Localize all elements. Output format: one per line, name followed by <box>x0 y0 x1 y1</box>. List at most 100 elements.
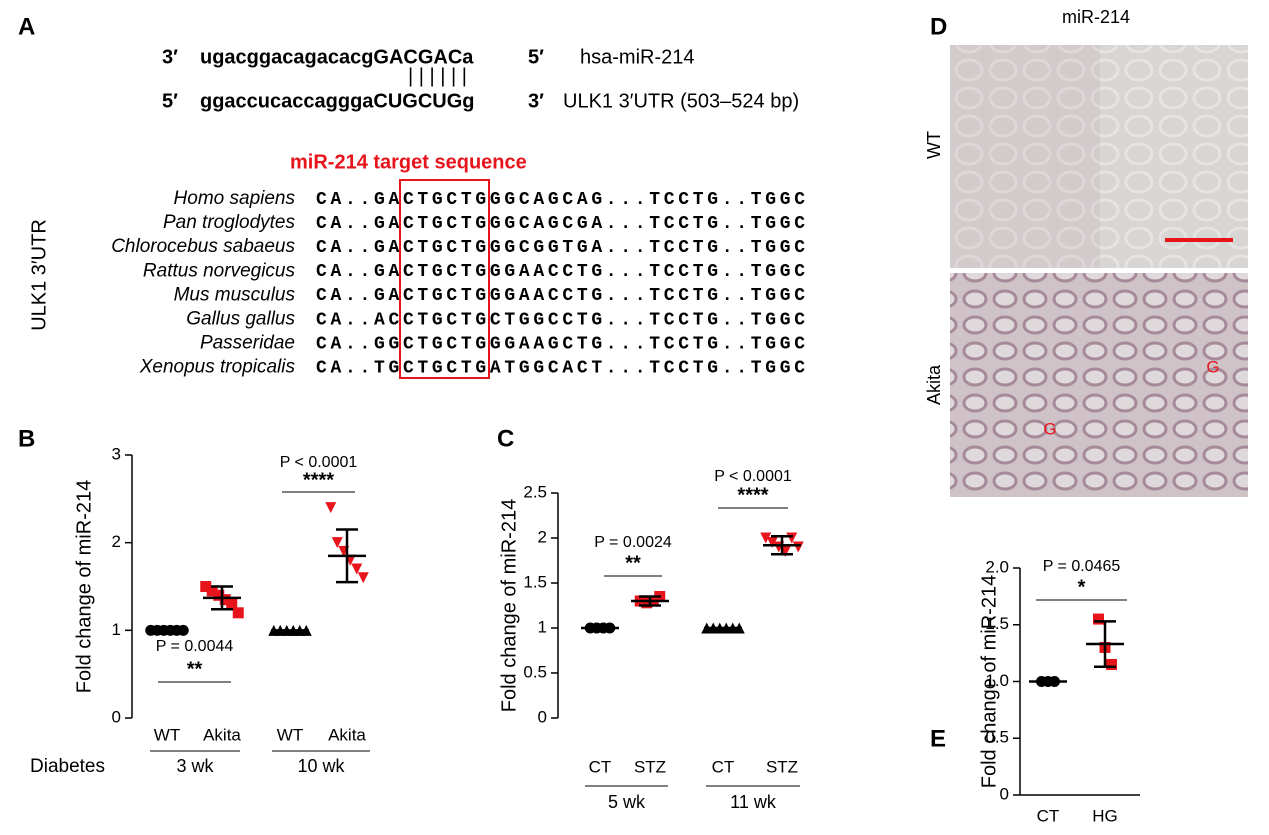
y-axis-label: Fold change of miR-214 <box>73 480 95 693</box>
y-axis-label: Fold change of miR-214 <box>498 499 520 712</box>
x-axis-label: Diabetes <box>30 756 105 777</box>
significance-stars: ** <box>625 552 641 574</box>
x-tick-label: HG <box>1092 806 1118 825</box>
error-bar <box>211 585 233 611</box>
x-tick-label: WT <box>154 725 180 744</box>
y-tick-label: 2.0 <box>985 557 1009 576</box>
significance-stars: ** <box>187 658 203 680</box>
micrograph-wt <box>950 45 1248 268</box>
panel-label: C <box>497 425 514 452</box>
p-value: P = 0.0024 <box>594 534 672 551</box>
x-tick-label: STZ <box>766 757 798 776</box>
error-bar <box>771 534 793 556</box>
significance-stars: **** <box>737 484 768 506</box>
data-point <box>1093 613 1104 625</box>
data-point <box>206 585 218 597</box>
y-tick-label: 0.5 <box>523 662 547 681</box>
group-label: 5 wk <box>608 792 646 812</box>
y-tick-label: 1.0 <box>985 671 1009 690</box>
target-box <box>399 179 490 379</box>
y-tick-label: 3 <box>112 444 121 463</box>
p-value: P = 0.0465 <box>1043 558 1121 575</box>
group-label: 3 wk <box>176 756 214 776</box>
y-tick-label: 1.5 <box>523 572 547 591</box>
aligned-sequence: CA..GACTGCTGGGAACCTG...TCCTG..TGGC <box>316 286 805 306</box>
panel-label: A <box>18 13 35 40</box>
panel-label: E <box>930 725 946 752</box>
error-bar <box>1094 620 1116 668</box>
stain-overlay <box>950 45 1100 268</box>
significance-stars: **** <box>303 469 334 491</box>
glomerulus-label: G <box>1043 419 1056 438</box>
x-tick-label: STZ <box>634 757 666 776</box>
error-bar <box>336 528 358 584</box>
y-tick-label: 1.5 <box>985 614 1009 633</box>
y-tick-label: 0 <box>1000 784 1009 803</box>
sequence: ggaccucaccagggaCUGCUGg <box>200 90 475 112</box>
species: Xenopus tropicalis <box>139 357 296 378</box>
y-tick-label: 0 <box>112 707 121 726</box>
species: Gallus gallus <box>186 309 295 330</box>
x-tick-label: CT <box>712 757 735 776</box>
sequence: ugacggacagacacgGACGACa <box>200 46 474 68</box>
x-tick-label: Akita <box>328 725 366 744</box>
panel-label: D <box>930 13 947 40</box>
x-tick-label: CT <box>589 757 612 776</box>
data-point <box>760 532 772 544</box>
data-point <box>232 607 244 619</box>
target-title: miR-214 target sequence <box>290 151 527 173</box>
error-bar <box>639 595 661 607</box>
group-label: 11 wk <box>730 792 777 812</box>
aligned-sequence: CA..TGCTGCTGATGGCACT...TCCTG..TGGC <box>316 358 805 378</box>
significance-stars: * <box>1078 576 1086 598</box>
y-tick-label: 0.5 <box>985 728 1009 747</box>
data-point <box>1106 658 1117 670</box>
sequence-name: ULK1 3′UTR (503–524 bp) <box>563 90 799 112</box>
species: Pan troglodytes <box>163 212 296 233</box>
x-tick-label: WT <box>277 725 303 744</box>
data-point <box>219 594 231 606</box>
aligned-sequence: CA..GACTGCTGGGCGGTGA...TCCTG..TGGC <box>316 238 805 258</box>
y-tick-label: 1 <box>112 620 121 639</box>
side-label: ULK1 3′UTR <box>28 219 50 331</box>
data-point <box>766 537 778 548</box>
y-tick-label: 2.5 <box>523 482 547 501</box>
data-point <box>325 502 337 514</box>
prime: 5′ <box>162 90 178 112</box>
species: Passeridae <box>200 333 295 354</box>
data-point <box>213 589 225 601</box>
y-tick-label: 2 <box>538 527 547 546</box>
panel-label: B <box>18 425 35 452</box>
data-point <box>641 597 653 609</box>
data-point <box>792 541 804 553</box>
aligned-sequence: CA..GACTGCTGGGCAGCAG...TCCTG..TGGC <box>316 190 805 210</box>
species: Mus musculus <box>174 284 296 305</box>
glomerulus-label: G <box>1206 357 1219 376</box>
y-tick-label: 1 <box>538 617 547 636</box>
aligned-sequence: CA..GACTGCTGGGCAGCGA...TCCTG..TGGC <box>316 214 805 234</box>
data-point <box>200 581 212 592</box>
sequence-name: hsa-miR-214 <box>580 46 694 68</box>
x-tick-label: Akita <box>203 725 241 744</box>
group-label: 10 wk <box>297 756 345 776</box>
species: Rattus norvegicus <box>143 260 296 281</box>
y-tick-label: 2 <box>112 532 121 551</box>
panel-title: miR-214 <box>1062 7 1130 27</box>
prime: 5′ <box>528 46 544 68</box>
pairing: | | | | | | <box>408 65 467 87</box>
prime: 3′ <box>528 90 544 112</box>
x-tick-label: CT <box>1037 806 1060 825</box>
y-axis-label: Fold change of miR-214 <box>978 575 1000 788</box>
aligned-sequence: CA..GGCTGCTGGGAAGCTG...TCCTG..TGGC <box>316 334 805 354</box>
y-tick-label: 0 <box>538 707 547 726</box>
aligned-sequence: CA..GACTGCTGGGAACCTG...TCCTG..TGGC <box>316 262 805 282</box>
prime: 3′ <box>162 46 178 68</box>
p-value: P = 0.0044 <box>156 638 234 655</box>
data-point <box>226 598 238 610</box>
row-label: WT <box>924 131 944 159</box>
aligned-sequence: CA..ACCTGCTGCTGGCCTG...TCCTG..TGGC <box>316 310 805 330</box>
micrograph-akita <box>950 273 1248 497</box>
species: Homo sapiens <box>174 188 296 209</box>
